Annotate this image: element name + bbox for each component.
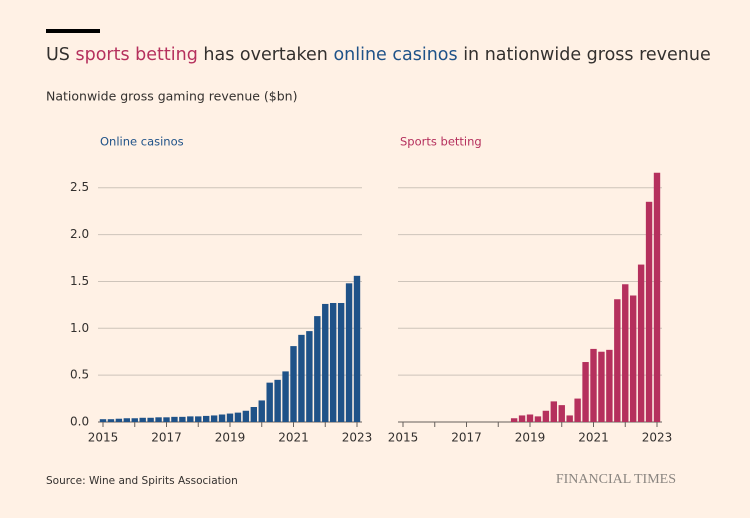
x-tick-label: 2021 <box>278 431 309 445</box>
bar <box>606 349 613 422</box>
subtitle: Nationwide gross gaming revenue ($bn) <box>46 89 297 104</box>
x-tick-label: 2023 <box>342 431 373 445</box>
bar <box>179 416 186 422</box>
bar <box>258 400 265 422</box>
bar <box>242 410 250 422</box>
x-tick-label: 2023 <box>642 431 673 445</box>
y-tick-label: 0.0 <box>70 415 89 429</box>
bar <box>115 418 123 422</box>
bar <box>622 284 629 422</box>
bar <box>614 299 621 422</box>
bar <box>510 418 518 422</box>
bar <box>274 379 281 422</box>
bar <box>218 414 226 422</box>
y-tick-label: 2.5 <box>70 180 89 194</box>
bar <box>107 419 115 422</box>
bar <box>187 416 194 422</box>
bar <box>566 415 573 422</box>
bar <box>163 417 170 422</box>
bar <box>345 283 353 422</box>
bar <box>337 302 345 422</box>
bar <box>147 417 154 422</box>
bar <box>210 415 218 422</box>
title-part: in nationwide gross revenue <box>458 45 711 65</box>
bar <box>195 416 202 422</box>
bar <box>550 401 558 422</box>
bar <box>123 418 131 422</box>
chart-title: US sports betting has overtaken online c… <box>46 45 711 65</box>
bar <box>290 346 297 422</box>
y-tick-label: 2.0 <box>70 227 89 241</box>
bar <box>131 418 138 422</box>
panel-title: Online casinos <box>100 135 184 149</box>
bar <box>226 413 234 422</box>
bar <box>298 334 305 422</box>
bar <box>266 382 273 422</box>
brand: FINANCIAL TIMES <box>556 472 676 487</box>
bar <box>306 331 313 422</box>
bar <box>155 417 162 422</box>
title-bar <box>46 29 100 33</box>
bar <box>171 416 178 422</box>
bar <box>590 348 597 422</box>
bar <box>637 264 645 422</box>
title-part: US <box>46 45 75 65</box>
bar <box>250 407 258 422</box>
bar <box>645 201 653 422</box>
bar <box>99 419 107 422</box>
x-tick-label: 2015 <box>88 431 119 445</box>
y-tick-label: 0.5 <box>70 368 89 382</box>
bar <box>322 303 329 422</box>
bar <box>629 295 637 422</box>
title-part: online casinos <box>333 45 457 65</box>
bar <box>574 398 581 422</box>
bar <box>526 414 534 422</box>
bar <box>518 415 526 422</box>
bar <box>202 415 210 422</box>
bar <box>542 410 550 422</box>
bar <box>534 416 542 422</box>
x-tick-label: 2019 <box>515 431 546 445</box>
bar <box>139 417 146 422</box>
bar <box>234 412 242 422</box>
bar <box>282 371 289 422</box>
x-tick-label: 2017 <box>451 431 482 445</box>
bar <box>558 405 565 422</box>
y-tick-label: 1.5 <box>70 274 89 288</box>
bar <box>314 316 321 422</box>
title-part: sports betting <box>75 45 197 65</box>
bar <box>353 275 361 422</box>
bar <box>653 172 661 422</box>
y-tick-label: 1.0 <box>70 321 89 335</box>
x-tick-label: 2017 <box>151 431 182 445</box>
panel-title: Sports betting <box>400 135 482 149</box>
bar <box>582 362 589 422</box>
x-tick-label: 2021 <box>578 431 609 445</box>
title-part: has overtaken <box>198 45 334 65</box>
x-tick-label: 2015 <box>388 431 419 445</box>
bar <box>329 302 337 422</box>
source: Source: Wine and Spirits Association <box>46 475 238 487</box>
bar <box>598 351 605 422</box>
x-tick-label: 2019 <box>215 431 246 445</box>
